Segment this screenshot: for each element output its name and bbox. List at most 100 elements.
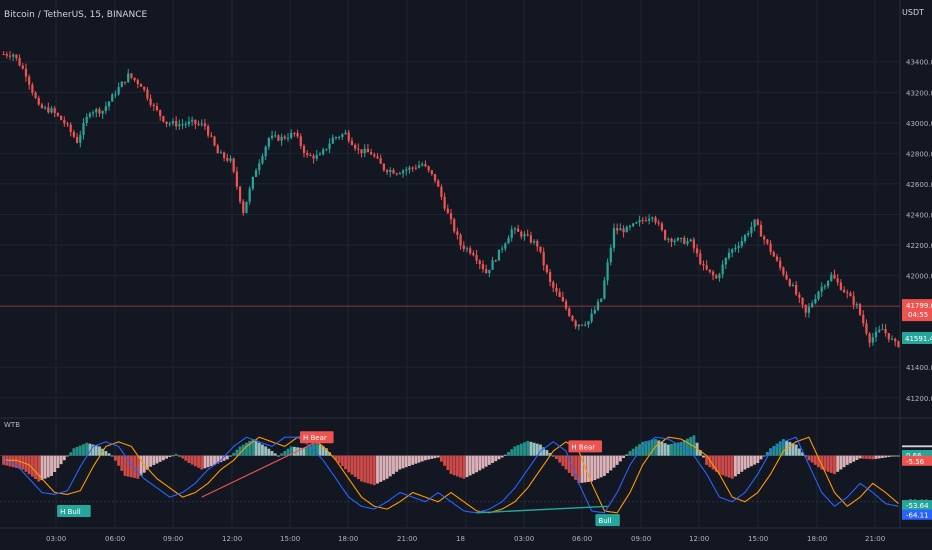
candle bbox=[379, 158, 382, 164]
candle bbox=[433, 173, 437, 181]
candle bbox=[807, 306, 811, 313]
candle bbox=[210, 135, 213, 137]
histogram-bar bbox=[165, 455, 169, 459]
candle bbox=[168, 123, 171, 125]
histogram-bar bbox=[692, 435, 696, 456]
histogram-bar bbox=[181, 455, 184, 459]
histogram-bar bbox=[187, 455, 191, 464]
candle bbox=[459, 234, 462, 246]
histogram-bar bbox=[721, 455, 725, 476]
candle bbox=[465, 248, 469, 250]
candle bbox=[293, 132, 296, 134]
time-label: 09:00 bbox=[631, 535, 651, 543]
candle bbox=[782, 267, 785, 275]
candle bbox=[277, 135, 280, 141]
candle bbox=[229, 158, 232, 161]
candle bbox=[283, 136, 286, 139]
candle bbox=[731, 249, 734, 253]
candle bbox=[104, 106, 107, 111]
histogram-bar bbox=[753, 455, 757, 465]
candle bbox=[219, 152, 223, 154]
candle bbox=[44, 107, 47, 109]
histogram-bar bbox=[804, 455, 808, 457]
histogram-bar bbox=[465, 455, 469, 478]
candle bbox=[472, 253, 475, 256]
histogram-bar bbox=[436, 455, 440, 458]
candle bbox=[60, 115, 63, 121]
time-label: 21:00 bbox=[397, 535, 417, 543]
histogram-bar bbox=[858, 455, 862, 459]
histogram-bar bbox=[388, 455, 392, 477]
candle bbox=[72, 132, 76, 137]
candle bbox=[347, 132, 350, 141]
histogram-bar bbox=[507, 451, 510, 456]
histogram-bar bbox=[615, 455, 619, 465]
histogram-bar bbox=[484, 455, 488, 467]
histogram-bar bbox=[37, 455, 41, 482]
candle bbox=[197, 123, 200, 125]
candle bbox=[558, 291, 561, 297]
y-tick-label: 43200.00 bbox=[906, 89, 932, 97]
histogram-bar bbox=[730, 455, 734, 479]
candle bbox=[200, 123, 203, 125]
histogram-bar bbox=[206, 455, 210, 468]
candle bbox=[37, 98, 40, 105]
candle bbox=[769, 243, 772, 253]
time-label: 03:00 bbox=[46, 535, 66, 543]
signal-tag bbox=[299, 431, 334, 444]
candle bbox=[143, 86, 146, 90]
histogram-bar bbox=[40, 455, 44, 481]
candle bbox=[392, 169, 395, 174]
candle bbox=[756, 219, 759, 225]
candle bbox=[673, 240, 676, 242]
histogram-bar bbox=[88, 443, 92, 456]
histogram-bar bbox=[657, 440, 661, 456]
histogram-bar bbox=[638, 444, 641, 456]
histogram-bar bbox=[583, 455, 587, 483]
histogram-bar bbox=[558, 455, 562, 463]
histogram-bar bbox=[660, 441, 664, 456]
candle bbox=[270, 135, 274, 139]
candle bbox=[261, 156, 264, 164]
candle bbox=[178, 124, 181, 127]
histogram-bar bbox=[184, 455, 188, 461]
candle bbox=[516, 228, 520, 232]
candle bbox=[85, 116, 88, 124]
histogram-bar bbox=[647, 440, 651, 456]
candle bbox=[226, 157, 229, 161]
wt2-line bbox=[3, 436, 899, 514]
candle bbox=[584, 324, 587, 326]
histogram-bar bbox=[2, 455, 6, 465]
histogram-bar bbox=[487, 455, 491, 465]
candle bbox=[616, 228, 619, 231]
candle bbox=[107, 101, 111, 107]
histogram-bar bbox=[395, 455, 399, 472]
histogram-bar bbox=[475, 455, 479, 473]
candle bbox=[299, 136, 302, 146]
candle bbox=[248, 188, 251, 202]
histogram-bar bbox=[363, 455, 367, 483]
candle bbox=[600, 298, 603, 302]
y-tick-label: 42000.00 bbox=[906, 273, 932, 281]
osc-tag-label: -64.11 bbox=[906, 512, 929, 520]
candle bbox=[328, 143, 331, 149]
histogram-bar bbox=[254, 440, 258, 456]
histogram-bar bbox=[727, 455, 731, 478]
histogram-bar bbox=[200, 455, 204, 470]
candle bbox=[539, 246, 542, 252]
candle bbox=[842, 289, 846, 293]
histogram-bar bbox=[797, 448, 801, 456]
histogram-bar bbox=[682, 440, 686, 456]
histogram-bar bbox=[264, 446, 268, 456]
histogram-bar bbox=[519, 443, 523, 456]
histogram-bar bbox=[401, 455, 405, 469]
candle bbox=[820, 286, 823, 292]
candle bbox=[606, 262, 609, 281]
histogram-bar bbox=[443, 455, 447, 466]
candle bbox=[795, 284, 798, 295]
candle bbox=[309, 154, 312, 156]
candle bbox=[897, 341, 900, 347]
candle bbox=[481, 264, 485, 270]
candle bbox=[497, 249, 501, 261]
